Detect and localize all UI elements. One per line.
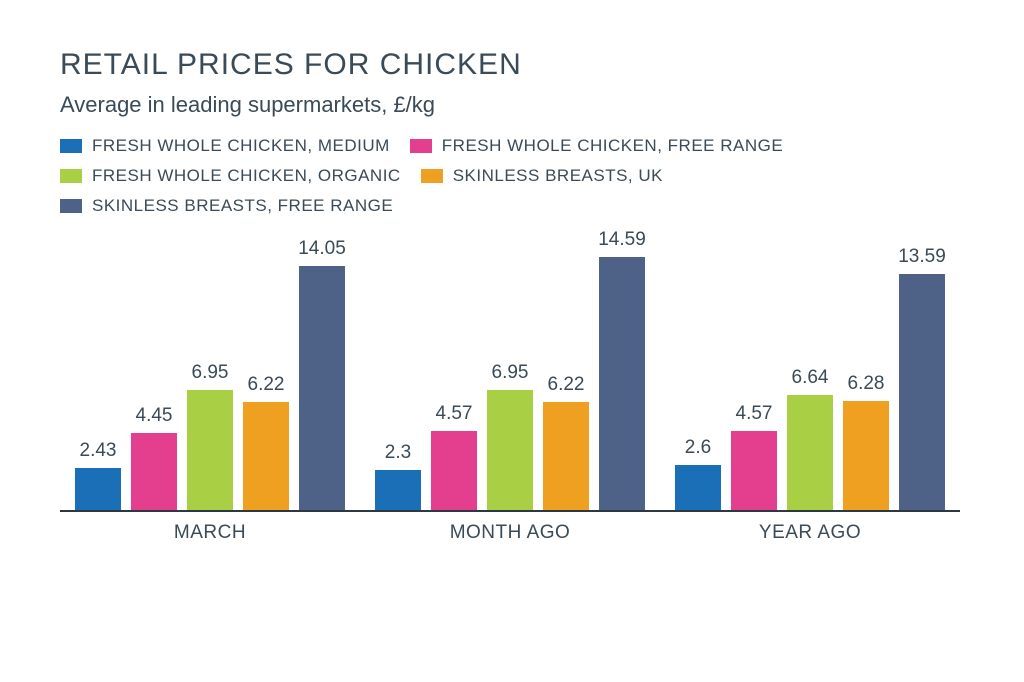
bar bbox=[543, 402, 589, 510]
chart-subtitle: Average in leading supermarkets, £/kg bbox=[60, 92, 964, 118]
legend-swatch bbox=[421, 169, 443, 183]
bar-column: 13.59 bbox=[899, 246, 945, 510]
bar-group: 2.3 4.57 6.95 6.22 14.59 bbox=[370, 229, 650, 510]
bar bbox=[787, 395, 833, 510]
legend-label: FRESH WHOLE CHICKEN, FREE RANGE bbox=[442, 136, 783, 156]
legend-item: SKINLESS BREASTS, UK bbox=[421, 166, 663, 186]
bar-column: 6.28 bbox=[843, 373, 889, 510]
legend-label: FRESH WHOLE CHICKEN, ORGANIC bbox=[92, 166, 401, 186]
bar-value-label: 6.22 bbox=[248, 374, 285, 396]
chart-legend: FRESH WHOLE CHICKEN, MEDIUM FRESH WHOLE C… bbox=[60, 136, 820, 216]
x-axis-labels: MARCH MONTH AGO YEAR AGO bbox=[60, 512, 960, 552]
legend-item: FRESH WHOLE CHICKEN, MEDIUM bbox=[60, 136, 390, 156]
bar bbox=[731, 431, 777, 510]
bar-column: 6.22 bbox=[543, 374, 589, 510]
bar bbox=[487, 390, 533, 510]
bar-column: 4.57 bbox=[731, 403, 777, 510]
x-axis-label: YEAR AGO bbox=[670, 522, 950, 544]
bar-value-label: 6.95 bbox=[492, 362, 529, 384]
bar bbox=[899, 274, 945, 510]
bar bbox=[299, 266, 345, 510]
bar-column: 14.05 bbox=[299, 238, 345, 510]
bar-value-label: 2.3 bbox=[385, 442, 411, 464]
bar-chart: 2.434.456.956.2214.052.34.576.956.2214.5… bbox=[60, 250, 960, 512]
bar-column: 6.64 bbox=[787, 367, 833, 510]
bar bbox=[375, 470, 421, 510]
bar-column: 14.59 bbox=[599, 229, 645, 510]
bar bbox=[187, 390, 233, 510]
bar-column: 4.45 bbox=[131, 405, 177, 510]
legend-item: SKINLESS BREASTS, FREE RANGE bbox=[60, 196, 393, 216]
bar-value-label: 4.57 bbox=[736, 403, 773, 425]
bar-column: 6.95 bbox=[187, 362, 233, 510]
legend-swatch bbox=[60, 139, 82, 153]
bar-column: 2.3 bbox=[375, 442, 421, 510]
bar-column: 6.95 bbox=[487, 362, 533, 510]
bar-value-label: 2.6 bbox=[685, 437, 711, 459]
bar-value-label: 6.64 bbox=[792, 367, 829, 389]
bar-value-label: 6.28 bbox=[848, 373, 885, 395]
x-axis-label: MARCH bbox=[70, 522, 350, 544]
bar-column: 4.57 bbox=[431, 403, 477, 510]
bar-value-label: 6.95 bbox=[192, 362, 229, 384]
bar-group: 2.43 4.45 6.95 6.22 14.05 bbox=[70, 238, 350, 510]
legend-label: SKINLESS BREASTS, UK bbox=[453, 166, 663, 186]
x-axis-label: MONTH AGO bbox=[370, 522, 650, 544]
bar-column: 2.6 bbox=[675, 437, 721, 510]
bar bbox=[843, 401, 889, 510]
bar bbox=[243, 402, 289, 510]
chart-title: RETAIL PRICES FOR CHICKEN bbox=[60, 48, 964, 82]
bar-value-label: 13.59 bbox=[898, 246, 946, 268]
bar-column: 6.22 bbox=[243, 374, 289, 510]
legend-label: SKINLESS BREASTS, FREE RANGE bbox=[92, 196, 393, 216]
bar-value-label: 2.43 bbox=[80, 440, 117, 462]
bar-group: 2.6 4.57 6.64 6.28 13.59 bbox=[670, 246, 950, 510]
bar-value-label: 4.45 bbox=[136, 405, 173, 427]
legend-swatch bbox=[60, 169, 82, 183]
bar bbox=[131, 433, 177, 510]
bar-value-label: 6.22 bbox=[548, 374, 585, 396]
bar bbox=[675, 465, 721, 510]
bar-column: 2.43 bbox=[75, 440, 121, 510]
legend-swatch bbox=[410, 139, 432, 153]
bar-value-label: 14.59 bbox=[598, 229, 646, 251]
bar bbox=[431, 431, 477, 510]
legend-swatch bbox=[60, 199, 82, 213]
bar-value-label: 4.57 bbox=[436, 403, 473, 425]
legend-label: FRESH WHOLE CHICKEN, MEDIUM bbox=[92, 136, 390, 156]
legend-item: FRESH WHOLE CHICKEN, ORGANIC bbox=[60, 166, 401, 186]
bar bbox=[75, 468, 121, 510]
bar-value-label: 14.05 bbox=[298, 238, 346, 260]
legend-item: FRESH WHOLE CHICKEN, FREE RANGE bbox=[410, 136, 783, 156]
bar bbox=[599, 257, 645, 510]
